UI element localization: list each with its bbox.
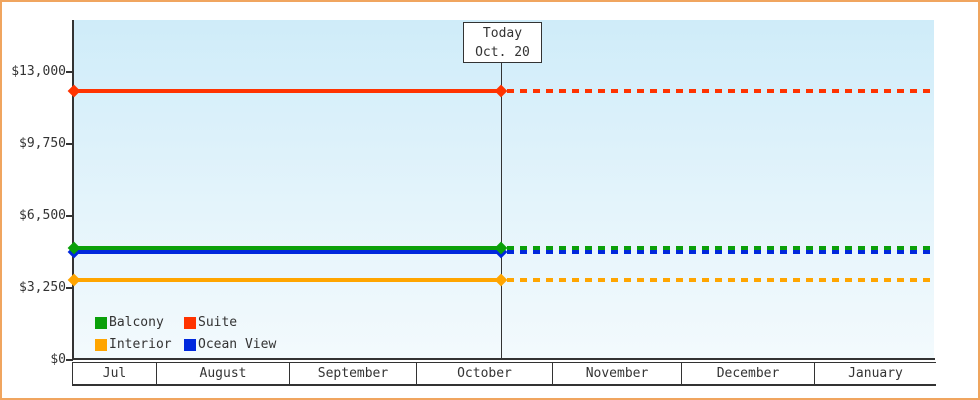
legend-swatch-balcony <box>95 316 107 329</box>
y-axis-tick-6500 <box>66 215 73 217</box>
x-axis-line <box>72 358 935 360</box>
y-axis-label-9750: $9,750 <box>19 136 66 151</box>
x-axis-month-august: August <box>157 363 290 384</box>
x-axis-month-december: December <box>682 363 815 384</box>
y-axis-label-6500: $6,500 <box>19 208 66 223</box>
legend-label-ocean-view: Ocean View <box>198 337 277 352</box>
series-line-solid-interior <box>74 278 501 283</box>
series-line-dashed-balcony <box>507 246 934 251</box>
y-axis-line <box>72 20 74 360</box>
y-axis-label-13000: $13,000 <box>11 64 66 79</box>
series-line-solid-balcony <box>74 246 501 251</box>
legend-swatch-interior <box>95 338 107 351</box>
series-line-dashed-interior <box>507 278 934 283</box>
x-axis-month-band: Jul August September October November Decembe… <box>72 362 936 386</box>
x-axis-month-november: November <box>553 363 682 384</box>
legend-item-suite: Suite <box>184 315 276 330</box>
legend-item-balcony: Balcony <box>95 315 184 330</box>
y-axis-tick-0 <box>66 359 73 361</box>
today-annotation: Today Oct. 20 <box>463 22 542 63</box>
x-axis-month-jul: Jul <box>73 363 157 384</box>
legend-label-suite: Suite <box>198 315 238 330</box>
legend-item-ocean-view: Ocean View <box>184 337 276 352</box>
legend: Balcony Suite Interior Ocean View <box>95 315 276 352</box>
legend-swatch-suite <box>184 316 196 329</box>
series-line-solid-suite <box>74 88 501 93</box>
y-axis-tick-9750 <box>66 143 73 145</box>
series-line-solid-ocean-view <box>74 249 501 254</box>
x-axis-month-october: October <box>417 363 553 384</box>
series-line-dashed-ocean-view <box>507 249 934 254</box>
y-axis-label-3250: $3,250 <box>19 280 66 295</box>
legend-item-interior: Interior <box>95 337 184 352</box>
plot-area <box>74 20 934 360</box>
today-annotation-title: Today <box>482 26 523 41</box>
legend-label-balcony: Balcony <box>109 315 164 330</box>
y-axis-tick-13000 <box>66 71 73 73</box>
y-axis-label-0: $0 <box>50 352 66 367</box>
today-annotation-date: Oct. 20 <box>475 45 530 60</box>
today-vertical-line <box>501 62 502 359</box>
legend-swatch-ocean-view <box>184 338 196 351</box>
y-axis-tick-3250 <box>66 287 73 289</box>
x-axis-month-january: January <box>848 366 903 381</box>
x-axis-month-september: September <box>290 363 417 384</box>
legend-label-interior: Interior <box>109 337 172 352</box>
series-line-dashed-suite <box>507 88 934 93</box>
